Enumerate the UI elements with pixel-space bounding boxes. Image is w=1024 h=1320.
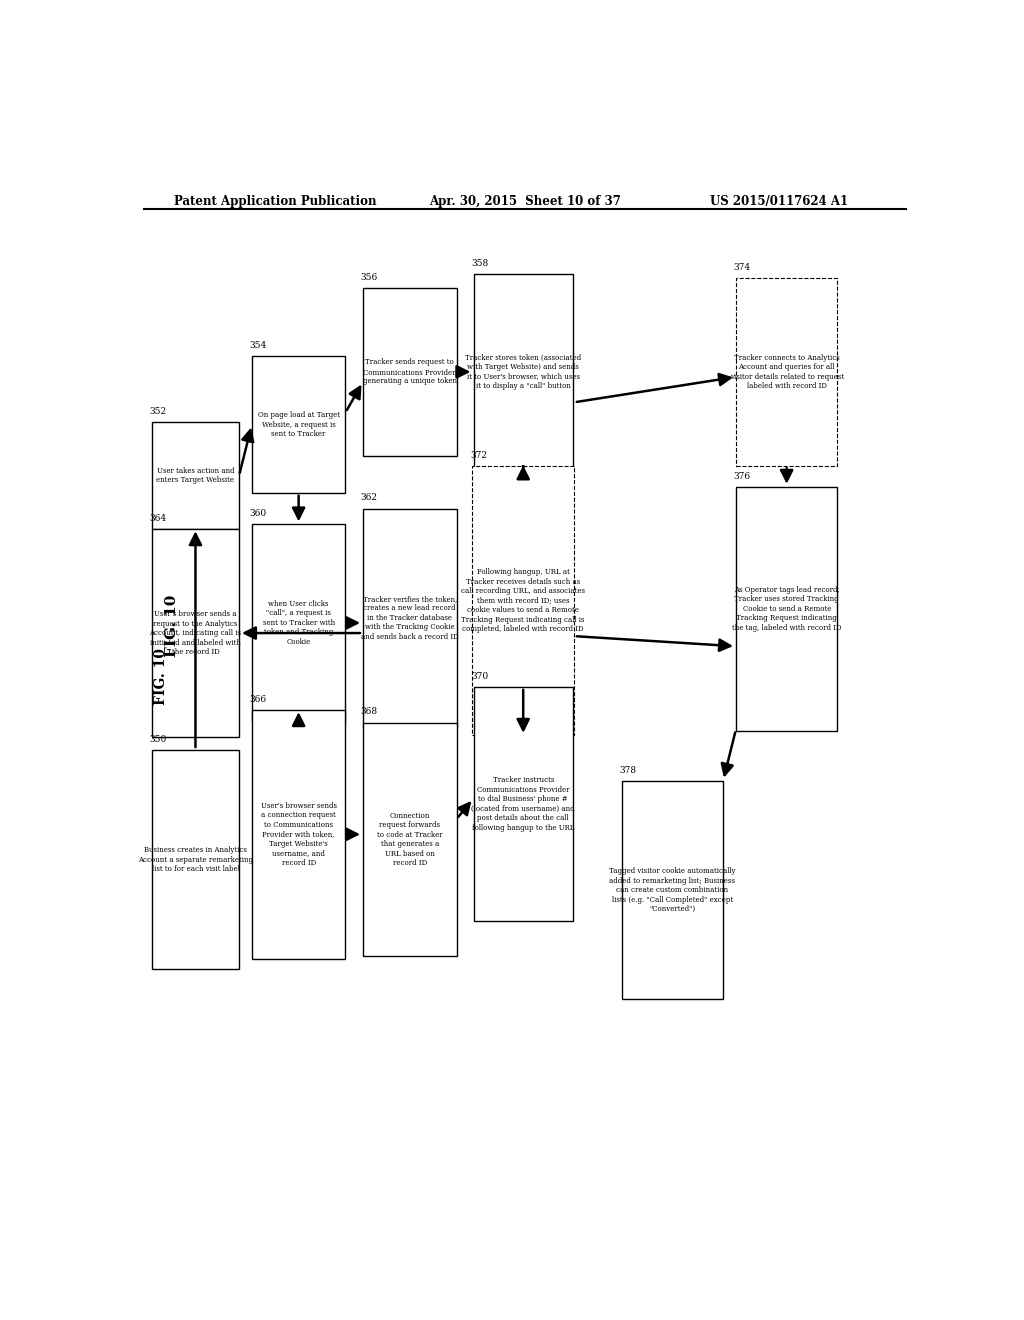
FancyBboxPatch shape bbox=[474, 686, 572, 921]
Text: 374: 374 bbox=[733, 263, 751, 272]
Text: 354: 354 bbox=[250, 341, 266, 350]
FancyBboxPatch shape bbox=[736, 277, 838, 466]
Text: User takes action and
enters Target Website: User takes action and enters Target Webs… bbox=[157, 467, 234, 484]
Text: Connection
request forwards
to code at Tracker
that generates a
URL based on
rec: Connection request forwards to code at T… bbox=[377, 812, 442, 867]
Text: 350: 350 bbox=[150, 735, 167, 744]
FancyBboxPatch shape bbox=[152, 751, 240, 969]
Text: 364: 364 bbox=[150, 513, 167, 523]
Text: 372: 372 bbox=[470, 450, 487, 459]
FancyBboxPatch shape bbox=[252, 356, 345, 494]
Text: Tracker verifies the token,
creates a new lead record
in the Tracker database
wi: Tracker verifies the token, creates a ne… bbox=[360, 595, 459, 640]
Text: Tracker stores token (associated
with Target Website) and sends
it to User's bro: Tracker stores token (associated with Ta… bbox=[465, 354, 582, 391]
Text: Tracker instructs
Communications Provider
to dial Business' phone #
(located fro: Tracker instructs Communications Provide… bbox=[471, 776, 575, 832]
Text: On page load at Target
Website, a request is
sent to Tracker: On page load at Target Website, a reques… bbox=[258, 412, 340, 438]
FancyBboxPatch shape bbox=[252, 524, 345, 722]
Text: FIG. 10: FIG. 10 bbox=[155, 648, 168, 705]
Text: 368: 368 bbox=[360, 708, 378, 717]
FancyBboxPatch shape bbox=[362, 722, 457, 956]
FancyBboxPatch shape bbox=[362, 288, 457, 455]
Text: Tagged visitor cookie automatically
added to remarketing list; Business
can crea: Tagged visitor cookie automatically adde… bbox=[609, 867, 735, 913]
Text: Following hangup, URL at
Tracker receives details such as
call recording URL, an: Following hangup, URL at Tracker receive… bbox=[461, 568, 585, 634]
FancyBboxPatch shape bbox=[736, 487, 838, 731]
Text: 378: 378 bbox=[620, 766, 636, 775]
Text: 376: 376 bbox=[733, 471, 751, 480]
Text: 366: 366 bbox=[250, 694, 266, 704]
Text: when User clicks
"call", a request is
sent to Tracker with
token and Tracking
Co: when User clicks "call", a request is se… bbox=[262, 599, 335, 645]
Text: User's browser sends
a connection request
to Communications
Provider with token,: User's browser sends a connection reques… bbox=[261, 801, 337, 867]
FancyBboxPatch shape bbox=[362, 508, 457, 727]
FancyBboxPatch shape bbox=[152, 529, 240, 738]
Text: 370: 370 bbox=[471, 672, 488, 681]
Text: As Operator tags lead record,
Tracker uses stored Tracking
Cookie to send a Remo: As Operator tags lead record, Tracker us… bbox=[732, 586, 842, 632]
Text: Patent Application Publication: Patent Application Publication bbox=[173, 194, 376, 207]
Text: 356: 356 bbox=[360, 273, 378, 282]
Text: Apr. 30, 2015  Sheet 10 of 37: Apr. 30, 2015 Sheet 10 of 37 bbox=[429, 194, 621, 207]
FancyBboxPatch shape bbox=[152, 422, 240, 529]
Text: FIG. 10: FIG. 10 bbox=[165, 595, 178, 657]
Text: Business creates in Analytics
Account a separate remarketing
list to for each vi: Business creates in Analytics Account a … bbox=[138, 846, 253, 874]
FancyBboxPatch shape bbox=[472, 466, 574, 735]
FancyBboxPatch shape bbox=[252, 710, 345, 958]
FancyBboxPatch shape bbox=[622, 781, 723, 999]
Text: Tracker sends request to
Communications Provider,
generating a unique token: Tracker sends request to Communications … bbox=[362, 358, 457, 385]
Text: User's browser sends a
request to the Analytics
Account, indicating call is
init: User's browser sends a request to the An… bbox=[150, 610, 242, 656]
Text: 352: 352 bbox=[150, 407, 167, 416]
Text: Tracker connects to Analytics
Account and queries for all
visitor details relate: Tracker connects to Analytics Account an… bbox=[730, 354, 844, 391]
Text: 360: 360 bbox=[250, 508, 266, 517]
Text: US 2015/0117624 A1: US 2015/0117624 A1 bbox=[710, 194, 848, 207]
Text: 362: 362 bbox=[360, 494, 378, 503]
FancyBboxPatch shape bbox=[474, 275, 572, 470]
Text: 358: 358 bbox=[471, 259, 488, 268]
